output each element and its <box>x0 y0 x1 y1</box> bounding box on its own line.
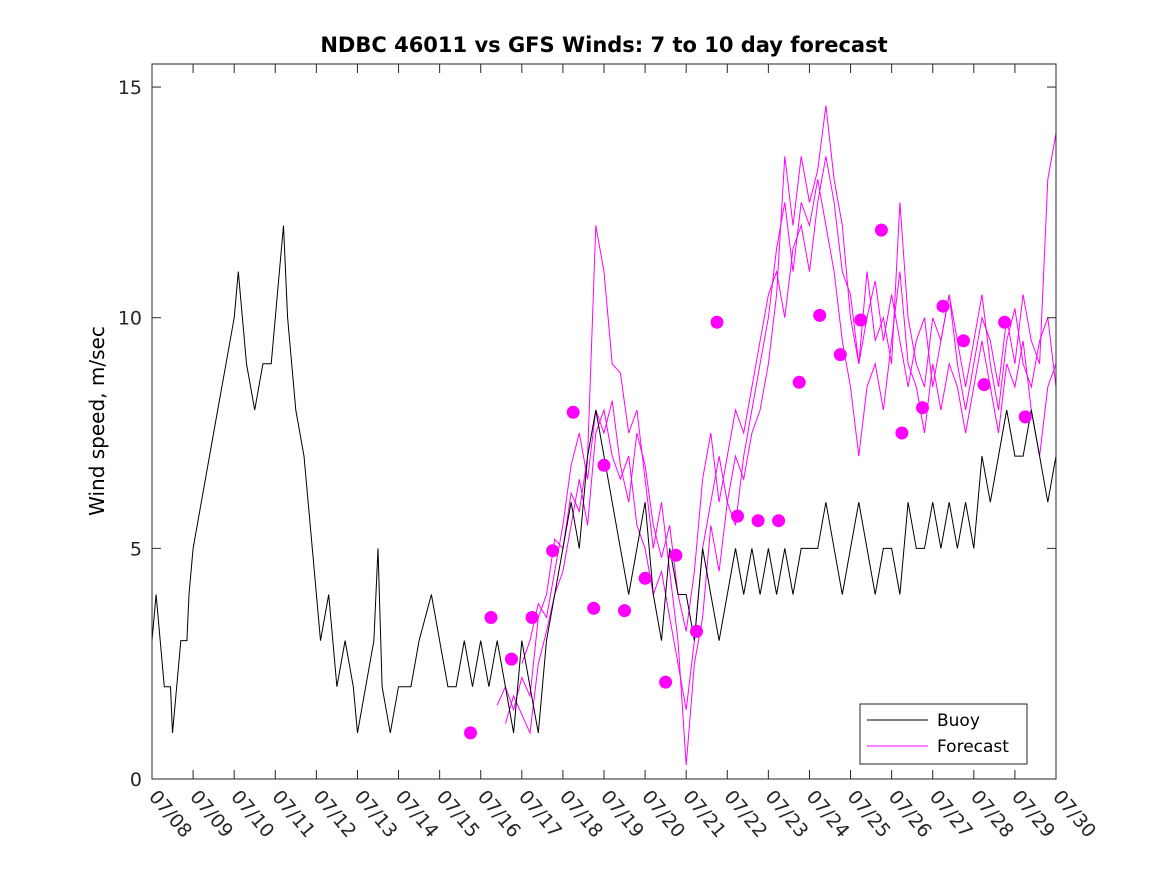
forecast-point <box>546 544 560 558</box>
forecast-point <box>854 313 868 327</box>
forecast-point <box>659 675 673 689</box>
y-axis-label: Wind speed, m/sec <box>85 326 109 516</box>
forecast-point <box>833 348 847 362</box>
forecast-point <box>618 604 631 618</box>
forecast-series-line <box>496 105 1057 766</box>
forecast-point <box>916 401 929 415</box>
legend: Buoy Forecast <box>859 703 1028 765</box>
forecast-series-line <box>504 179 1057 735</box>
forecast-point <box>813 308 827 322</box>
forecast-point <box>484 611 498 624</box>
plot-area <box>152 64 1056 779</box>
buoy-series-line <box>151 225 1057 733</box>
legend-forecast-label: Forecast <box>937 737 1009 757</box>
forecast-point <box>587 601 601 615</box>
forecast-point <box>690 624 703 638</box>
y-tick-label: 5 <box>130 538 142 560</box>
forecast-point <box>638 571 652 585</box>
forecast-point <box>895 426 909 440</box>
forecast-point <box>792 375 806 389</box>
forecast-point <box>751 514 765 528</box>
forecast-point <box>505 652 518 666</box>
forecast-point <box>710 315 724 329</box>
forecast-point <box>669 548 683 562</box>
legend-box <box>859 703 1028 765</box>
forecast-point <box>874 223 888 237</box>
forecast-point <box>977 378 991 392</box>
forecast-point <box>772 514 786 528</box>
chart-title: NDBC 46011 vs GFS Winds: 7 to 10 day for… <box>320 33 887 57</box>
y-axis: 0 5 10 15 <box>118 77 1056 791</box>
y-tick-label: 10 <box>118 308 142 330</box>
forecast-point <box>464 726 477 740</box>
forecast-point <box>566 405 580 419</box>
y-tick-label: 15 <box>118 77 142 99</box>
legend-buoy-label: Buoy <box>937 711 980 731</box>
forecast-point <box>597 458 611 472</box>
forecast-point <box>525 611 539 624</box>
forecast-point <box>957 334 970 348</box>
y-tick-label: 0 <box>130 769 142 791</box>
series-layer <box>151 105 1057 766</box>
forecast-point <box>731 509 744 523</box>
forecast-point <box>936 299 950 313</box>
forecast-point <box>1018 410 1032 424</box>
forecast-point <box>998 315 1012 329</box>
forecast-series-line <box>521 156 1057 664</box>
